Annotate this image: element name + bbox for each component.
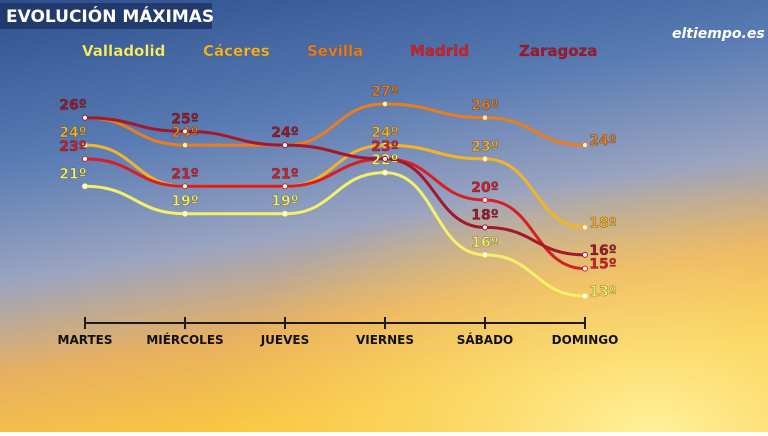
x-tick-label: MARTES <box>58 333 113 347</box>
data-label: 19º <box>271 194 298 210</box>
data-label: 16º <box>589 243 616 259</box>
data-label: 24º <box>59 125 86 141</box>
point <box>282 210 288 217</box>
point <box>582 265 588 272</box>
point <box>182 210 188 217</box>
data-label: 24º <box>371 125 398 141</box>
point <box>482 197 488 203</box>
point <box>182 183 188 190</box>
data-label: 18º <box>471 207 498 223</box>
series-line <box>84 171 586 298</box>
point <box>582 142 588 149</box>
series-line <box>84 102 586 147</box>
data-label: 23º <box>59 139 86 155</box>
data-label: 13º <box>589 284 616 300</box>
data-label: 20º <box>471 180 498 196</box>
data-label: 23º <box>471 139 498 155</box>
point <box>182 128 188 135</box>
x-tick-label: MIÉRCOLES <box>146 332 223 347</box>
series-line <box>84 116 586 257</box>
logo: eltiempo.es <box>672 26 765 42</box>
legend-entry: Valladolid <box>82 42 165 60</box>
point <box>482 155 488 162</box>
legend-entry: Madrid <box>410 42 469 60</box>
point <box>482 224 488 231</box>
title-box <box>0 3 212 29</box>
data-label: 26º <box>471 98 498 114</box>
chart-title: EVOLUCIÓN MÁXIMAS <box>6 5 214 27</box>
point <box>482 114 488 121</box>
x-tick-label: DOMINGO <box>552 333 619 347</box>
data-label: 21º <box>271 166 298 182</box>
data-label: 18º <box>589 215 616 231</box>
point <box>82 183 88 190</box>
data-label: 24º <box>589 133 616 149</box>
legend-entry: Zaragoza <box>519 42 597 60</box>
point <box>182 142 188 149</box>
point <box>382 101 388 107</box>
data-label: 21º <box>59 166 86 182</box>
data-label: 26º <box>59 98 86 114</box>
data-label: 25º <box>171 111 198 127</box>
x-tick-label: SÁBADO <box>457 332 514 347</box>
data-label: 24º <box>271 125 298 141</box>
legend-entry: Sevilla <box>307 42 363 60</box>
point <box>282 142 288 149</box>
data-label: 21º <box>171 166 198 182</box>
point <box>82 114 88 121</box>
point <box>582 224 588 231</box>
series-line <box>84 157 586 271</box>
x-tick-label: JUEVES <box>260 333 310 347</box>
point <box>382 155 388 162</box>
point <box>582 293 588 299</box>
point <box>82 142 88 149</box>
point <box>482 251 488 258</box>
data-label: 15º <box>589 257 616 273</box>
point <box>382 142 388 149</box>
data-label: 23º <box>371 139 398 155</box>
point <box>82 155 88 162</box>
point <box>282 183 288 190</box>
data-label: 27º <box>371 84 398 100</box>
x-tick-label: VIERNES <box>356 333 414 347</box>
point <box>382 169 388 176</box>
legend-entry: Cáceres <box>203 42 270 60</box>
point <box>582 251 588 258</box>
data-label: 16º <box>471 235 498 251</box>
data-label: 19º <box>171 194 198 210</box>
